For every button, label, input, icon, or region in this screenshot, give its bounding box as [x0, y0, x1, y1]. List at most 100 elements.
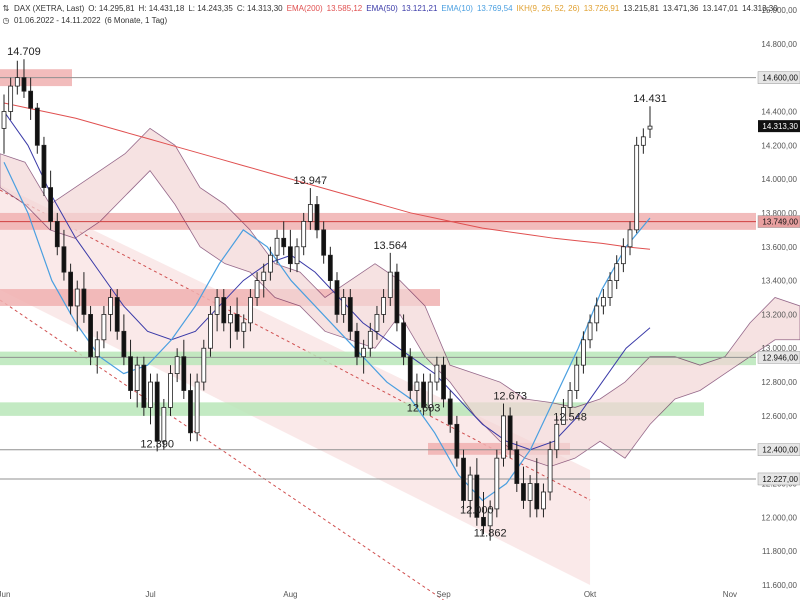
candle-body-54 — [361, 347, 367, 358]
annotation-2: 13.564 — [373, 240, 407, 252]
y-tick-6: 13.800,00 — [761, 209, 797, 218]
candle-body-22 — [148, 381, 153, 408]
candle-body-64 — [427, 381, 433, 408]
candle-body-30 — [201, 347, 207, 383]
x-tick-1: Jul — [145, 590, 155, 599]
candle-body-37 — [248, 297, 253, 324]
y-tick-15: 12.000,00 — [761, 513, 797, 522]
candle-body-23 — [154, 381, 160, 442]
candle-body-95 — [634, 144, 640, 231]
candle-body-75 — [501, 415, 506, 459]
candle-body-86 — [574, 364, 580, 391]
candle-body-36 — [241, 322, 247, 332]
candle-body-8 — [54, 220, 60, 248]
annotation-5: 12.390 — [140, 438, 174, 450]
y-tick-16: 11.800,00 — [762, 547, 798, 556]
annotation-3: 12.603 — [407, 402, 441, 414]
level-label-1: 13.749,00 — [762, 218, 798, 227]
close-value: C: 14.313,30 — [236, 4, 283, 13]
candle-body-85 — [567, 390, 573, 408]
candle-body-18 — [121, 330, 127, 358]
trend-channel-lower — [0, 299, 444, 600]
y-tick-3: 14.400,00 — [761, 107, 797, 116]
candle-body-84 — [561, 407, 566, 425]
candle-body-58 — [387, 271, 393, 298]
y-tick-7: 13.600,00 — [761, 243, 797, 252]
x-tick-4: Okt — [584, 590, 597, 599]
candle-body-89 — [594, 305, 600, 324]
y-tick-9: 13.200,00 — [761, 310, 797, 319]
candle-body-92 — [614, 263, 620, 281]
candle-body-76 — [507, 415, 513, 451]
ema50-value: 13.121,21 — [401, 4, 438, 13]
annotation-4: 12.673 — [493, 391, 527, 403]
high-value: H: 14.431,18 — [138, 4, 185, 13]
level-label-3: 12.400,00 — [762, 446, 798, 455]
zone-support-3 — [0, 351, 756, 366]
ikh-name: IKH(9, 26, 52, 26) — [516, 4, 580, 13]
candle-body-83 — [554, 423, 560, 451]
annotation-1: 13.947 — [294, 175, 328, 187]
level-label-box-0 — [757, 71, 800, 84]
candle-body-52 — [347, 297, 353, 332]
ema10-line — [3, 161, 651, 502]
candle-body-20 — [134, 364, 140, 391]
candle-body-56 — [374, 314, 380, 332]
candle-body-46 — [307, 204, 313, 222]
ema10-name: EMA(10) — [441, 4, 473, 13]
candle-body-3 — [21, 77, 27, 92]
x-tick-2: Aug — [283, 590, 297, 599]
annotation-8: 11.862 — [474, 528, 507, 540]
candle-body-43 — [287, 246, 293, 265]
y-tick-4: 14.200,00 — [761, 141, 797, 150]
current-price-box — [758, 120, 800, 133]
candle-body-7 — [48, 187, 54, 222]
candle-body-17 — [114, 297, 120, 332]
candle-body-66 — [441, 364, 446, 400]
candle-body-55 — [367, 330, 373, 349]
candle-body-31 — [208, 314, 213, 349]
chart-icon: ⇅ — [2, 4, 10, 13]
ikh-extra-3: 13.147,01 — [702, 4, 739, 13]
ema50-name: EMA(50) — [366, 4, 398, 13]
ema50-line — [3, 111, 651, 451]
candle-body-69 — [461, 457, 466, 501]
candle-body-29 — [194, 381, 200, 434]
trend-channel — [0, 185, 591, 600]
level-label-box-4 — [757, 472, 800, 486]
candle-body-27 — [181, 356, 187, 391]
candle-body-79 — [527, 483, 533, 501]
ema200-value: 13.585,12 — [326, 4, 363, 13]
candle-body-59 — [394, 271, 400, 324]
candle-body-2 — [14, 77, 20, 87]
candle-body-72 — [481, 516, 486, 527]
level-label-box-3 — [757, 443, 800, 456]
candle-body-88 — [587, 322, 593, 341]
ichimoku-cloud — [0, 127, 800, 468]
candle-body-32 — [214, 297, 220, 315]
candle-body-78 — [521, 483, 526, 501]
zone-resistance-5 — [428, 442, 570, 455]
level-label-0: 14.600,00 — [762, 74, 798, 83]
ikh-extra-1: 13.215,81 — [623, 4, 659, 13]
annotation-7: 12.000 — [460, 504, 494, 516]
candle-body-67 — [447, 398, 453, 425]
candle-body-33 — [221, 297, 227, 324]
candle-body-49 — [327, 254, 333, 281]
candle-body-97 — [647, 125, 653, 130]
candle-body-4 — [28, 90, 34, 109]
y-tick-0: 15.000,00 — [761, 6, 797, 15]
candle-body-94 — [627, 229, 633, 248]
symbol-label: DAX (XETRA, Last) — [14, 4, 85, 13]
candle-body-13 — [88, 314, 93, 358]
y-tick-10: 13.000,00 — [761, 344, 797, 353]
candle-body-47 — [314, 204, 320, 231]
level-label-box-1 — [757, 215, 800, 228]
candle-body-62 — [414, 381, 420, 391]
level-label-box-2 — [757, 351, 800, 364]
y-tick-1: 14.800,00 — [761, 40, 797, 49]
candle-body-11 — [74, 288, 80, 307]
candle-body-71 — [474, 474, 480, 518]
candle-body-44 — [294, 246, 300, 265]
